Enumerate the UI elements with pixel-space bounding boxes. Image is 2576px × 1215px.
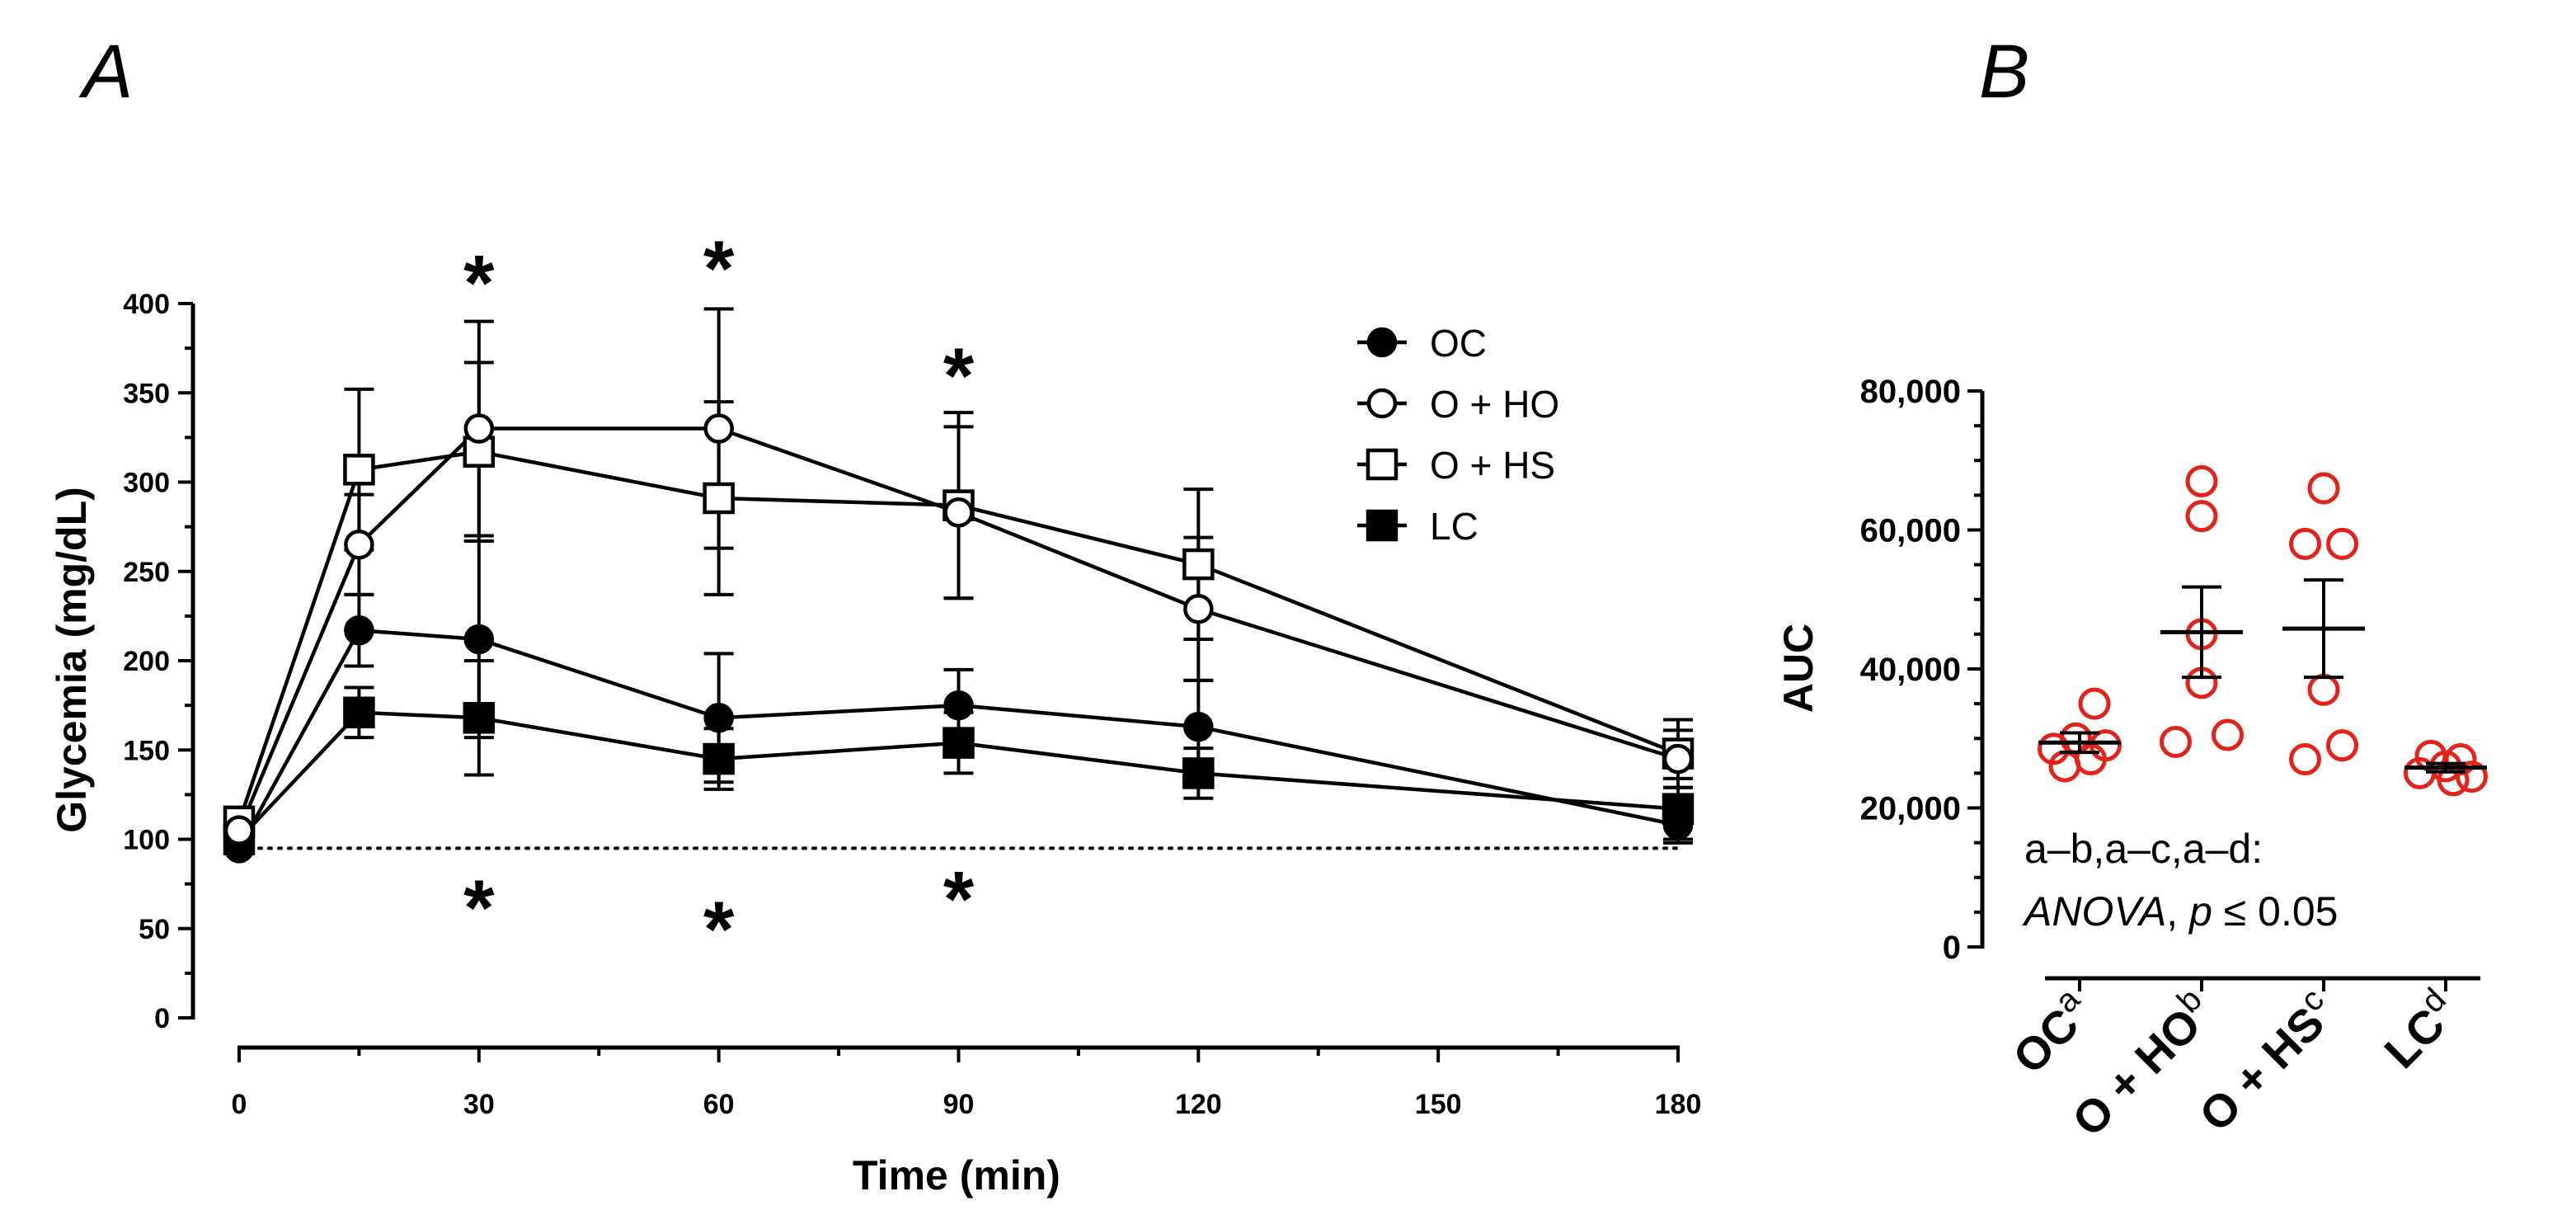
significance-star: * <box>703 886 735 974</box>
stats-note-anova: ANOVA <box>2022 888 2166 935</box>
panel-a-chart: 0 50 100 150 200 250 300 350 400 0 30 60 90 120 150 180… <box>49 225 1701 1199</box>
auc-point-oc <box>2075 743 2107 776</box>
panel-label-b: B <box>1979 30 2029 114</box>
y-tick-label: 0 <box>154 1003 170 1034</box>
legend-label-o-hs: O + HS <box>1430 444 1555 487</box>
auc-point-lc <box>2456 761 2488 794</box>
y-tick-label: 300 <box>123 468 170 499</box>
x-tick-label: 180 <box>1655 1089 1702 1120</box>
x-tick-label: 0 <box>232 1089 247 1120</box>
marker-o-ho <box>1183 593 1214 624</box>
auc-point-o-hs <box>2307 673 2340 706</box>
significance-star: * <box>463 239 495 327</box>
legend-marker-lc <box>1366 509 1398 542</box>
significance-star: * <box>943 332 975 420</box>
auc-point-o-ho <box>2212 718 2244 751</box>
marker-o-hs <box>1182 548 1215 581</box>
stats-note-threshold: ≤ 0.05 <box>2212 888 2339 935</box>
x-tick-label: 90 <box>943 1089 975 1120</box>
marker-o-ho <box>1662 743 1694 775</box>
category-label-o-hs: O + HSc <box>2186 982 2346 1142</box>
legend-marker-o-ho <box>1366 388 1398 419</box>
auc-point-o-hs <box>2326 729 2358 762</box>
category-label-oc: OCa <box>2000 981 2102 1083</box>
category-label-lc: LCd <box>2371 982 2467 1078</box>
significance-star: * <box>943 855 975 944</box>
marker-oc <box>344 615 374 646</box>
x-tick-label: 30 <box>463 1089 495 1120</box>
legend-label-o-ho: O + HO <box>1430 383 1559 426</box>
auc-point-oc <box>2078 687 2111 720</box>
x-tick-label: 120 <box>1175 1089 1222 1120</box>
panel-b-axes: 0 20,000 40,000 60,000 80,000 <box>1860 374 2480 991</box>
stats-note-p: p <box>2188 888 2212 935</box>
auc-points <box>2038 465 2488 797</box>
marker-o-ho <box>943 497 974 528</box>
auc-point-o-ho <box>2185 465 2218 498</box>
y-tick-label: 400 <box>123 289 170 320</box>
category-name: O + HS <box>2189 996 2334 1141</box>
marker-oc <box>703 703 734 733</box>
marker-o-hs <box>703 482 735 515</box>
mean-sem-bars <box>2038 578 2487 774</box>
significance-star: * <box>703 225 735 313</box>
marker-oc <box>1662 809 1694 841</box>
legend-label-oc: OC <box>1430 322 1487 365</box>
auc-y-tick-label: 0 <box>1943 930 1961 966</box>
y-tick-label: 50 <box>139 914 170 945</box>
significance-stars: * * * * * * <box>463 225 975 974</box>
auc-point-oc <box>2038 732 2070 765</box>
y-tick-label: 100 <box>123 825 170 856</box>
marker-o-ho <box>344 530 374 560</box>
legend-label-lc: LC <box>1430 505 1478 548</box>
panel-a-axes: 0 50 100 150 200 250 300 350 400 0 30 60 90 120 150 180 <box>123 289 1701 1120</box>
category-name: O + HO <box>2062 998 2211 1147</box>
auc-point-o-hs <box>2289 743 2321 776</box>
y-axis-title: Glycemia (mg/dL) <box>49 487 95 833</box>
auc-y-tick-label: 80,000 <box>1860 374 1961 410</box>
marker-lc <box>1182 757 1215 789</box>
marker-lc <box>703 742 735 775</box>
marker-o-hs <box>343 454 375 486</box>
auc-point-o-hs <box>2326 527 2358 560</box>
marker-oc <box>463 624 495 655</box>
marker-lc <box>463 702 496 734</box>
auc-point-o-ho <box>2185 500 2218 533</box>
x-axis-title: Time (min) <box>853 1152 1060 1199</box>
marker-oc <box>943 690 974 721</box>
x-tick-label: 60 <box>703 1089 735 1120</box>
stats-note-sep: , <box>2166 888 2189 935</box>
auc-y-tick-label: 40,000 <box>1860 652 1961 688</box>
panel-label-a: A <box>78 30 133 114</box>
y-tick-label: 350 <box>123 378 170 409</box>
auc-point-o-hs <box>2307 472 2340 505</box>
auc-y-tick-label: 60,000 <box>1860 513 1961 549</box>
marker-o-ho <box>223 815 255 845</box>
legend-marker-oc <box>1366 327 1398 358</box>
legend-marker-o-hs <box>1366 448 1398 481</box>
auc-y-tick-label: 20,000 <box>1860 791 1961 827</box>
x-tick-label: 150 <box>1415 1089 1462 1120</box>
marker-lc <box>343 696 375 729</box>
legend: OC O + HO O + HS LC <box>1357 322 1559 548</box>
stats-note-line1: a–b,a–c,a–d: <box>2024 826 2263 872</box>
stats-note-line2: ANOVA, p ≤ 0.05 <box>2022 888 2338 935</box>
marker-o-ho <box>463 413 495 444</box>
marker-lc <box>942 727 975 759</box>
marker-oc <box>1183 711 1214 742</box>
significance-star: * <box>463 864 495 953</box>
auc-point-o-ho <box>2160 725 2192 758</box>
y-tick-label: 200 <box>123 646 170 677</box>
y-tick-label: 150 <box>123 735 170 766</box>
y-tick-label: 250 <box>123 557 170 588</box>
marker-o-ho <box>703 413 734 444</box>
auc-axis-title: AUC <box>1775 624 1822 713</box>
series-markers <box>223 413 1695 864</box>
auc-point-o-hs <box>2289 527 2321 560</box>
